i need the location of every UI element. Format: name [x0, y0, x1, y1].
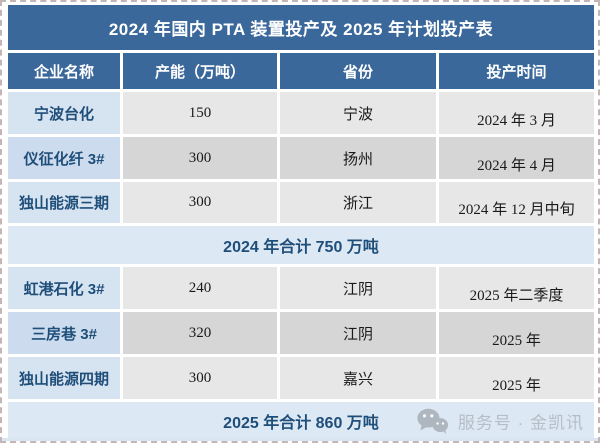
column-header-company: 企业名称 [8, 53, 120, 89]
table-row-time: 2024 年 4 月 [439, 137, 594, 179]
table-row-province: 江阴 [280, 267, 436, 309]
table-row-province: 江阴 [280, 312, 436, 354]
table-row-capacity: 240 [123, 267, 277, 309]
watermark-text: 服务号 · 金凯讯 [457, 413, 584, 433]
table-row-capacity: 320 [123, 312, 277, 354]
table-row-company: 独山能源三期 [8, 182, 120, 223]
table-row-capacity: 300 [123, 182, 277, 223]
table-row-capacity: 150 [123, 92, 277, 134]
table-row-province: 嘉兴 [280, 357, 436, 399]
table-row-province: 浙江 [280, 182, 436, 223]
table-row-province: 扬州 [280, 137, 436, 179]
column-header-capacity: 产能（万吨） [123, 53, 277, 89]
pta-table: 2024 年国内 PTA 装置投产及 2025 年计划投产表 企业名称 产能（万… [8, 5, 594, 440]
table-row-province: 宁波 [280, 92, 436, 134]
table-row-company: 独山能源四期 [8, 357, 120, 399]
watermark: 服务号 · 金凯讯 [416, 408, 584, 435]
table-row-company: 三房巷 3# [8, 312, 120, 354]
table-row-company: 宁波台化 [8, 92, 120, 134]
table-row-time: 2025 年 [439, 357, 594, 399]
column-header-time: 投产时间 [439, 53, 594, 89]
table-row-time: 2025 年二季度 [439, 267, 594, 309]
column-header-province: 省份 [280, 53, 436, 89]
table-row-time: 2024 年 3 月 [439, 92, 594, 134]
wechat-icon [417, 408, 448, 435]
table-row-company: 仪征化纤 3# [8, 137, 120, 179]
table-row-time: 2024 年 12 月中旬 [439, 182, 594, 223]
table-row-capacity: 300 [123, 357, 277, 399]
table-row-time: 2025 年 [439, 312, 594, 354]
table-row-company: 虹港石化 3# [8, 267, 120, 309]
table-title: 2024 年国内 PTA 装置投产及 2025 年计划投产表 [8, 5, 594, 50]
summary-row-2024: 2024 年合计 750 万吨 [8, 226, 594, 264]
summary-2025-label: 2025 年合计 860 万吨 [223, 415, 379, 432]
table-row-capacity: 300 [123, 137, 277, 179]
summary-row-2025: 2025 年合计 860 万吨 服务号 [8, 402, 594, 440]
